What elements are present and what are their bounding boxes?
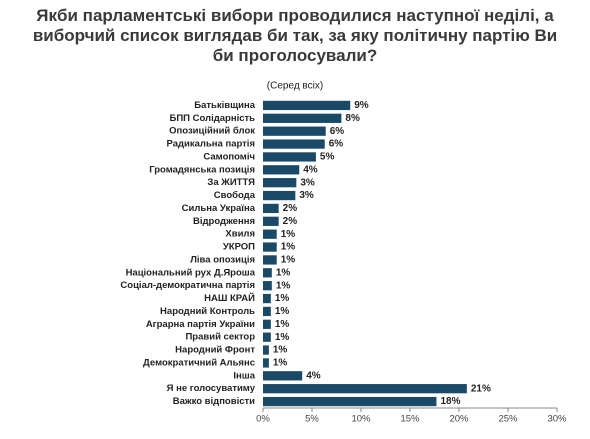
y-tick-label: Ліва опозиція bbox=[190, 254, 255, 265]
bar bbox=[263, 126, 326, 136]
value-label: 1% bbox=[281, 229, 296, 240]
y-tick-label: Важко відповісти bbox=[173, 396, 255, 407]
y-tick-label: Демократичний Альянс bbox=[143, 357, 255, 368]
bar bbox=[263, 242, 277, 252]
bar bbox=[263, 113, 342, 123]
y-tick-label: Я не голосуватиму bbox=[167, 383, 256, 394]
x-tick-label: 30% bbox=[547, 414, 567, 425]
bar bbox=[263, 152, 316, 162]
value-label: 5% bbox=[320, 152, 335, 163]
y-tick-label: Народний Контроль bbox=[160, 306, 255, 317]
value-label: 2% bbox=[283, 203, 298, 214]
bar bbox=[263, 165, 300, 175]
y-tick-label: Відродження bbox=[193, 216, 255, 227]
y-tick-label: БПП Солідарність bbox=[170, 113, 256, 124]
x-tick-label: 5% bbox=[305, 414, 319, 425]
value-label: 6% bbox=[330, 126, 345, 137]
y-tick-label: УКРОП bbox=[223, 242, 255, 253]
bar bbox=[263, 281, 272, 291]
bar bbox=[263, 358, 269, 368]
bar bbox=[263, 332, 271, 342]
y-tick-label: Сильна Україна bbox=[182, 203, 256, 214]
value-label: 4% bbox=[303, 164, 318, 175]
bar bbox=[263, 396, 437, 407]
bar bbox=[263, 319, 271, 329]
value-label: 8% bbox=[345, 113, 360, 124]
chart-title: Якби парламентські вибори проводилися на… bbox=[32, 6, 558, 65]
bar bbox=[263, 371, 303, 381]
value-label: 1% bbox=[273, 345, 288, 356]
value-label: 1% bbox=[275, 332, 290, 343]
value-label: 18% bbox=[440, 396, 460, 407]
value-label: 21% bbox=[471, 383, 491, 394]
value-label: 3% bbox=[300, 177, 315, 188]
x-tick-label: 20% bbox=[449, 414, 469, 425]
bar bbox=[263, 190, 296, 201]
y-tick-label: Національний рух Д.Яроша bbox=[126, 267, 256, 278]
x-tick-label: 25% bbox=[498, 414, 518, 425]
value-label: 1% bbox=[281, 255, 296, 266]
value-label: 1% bbox=[281, 242, 296, 253]
value-label: 1% bbox=[275, 319, 290, 330]
x-tick-label: 15% bbox=[400, 414, 420, 425]
bar bbox=[263, 229, 277, 239]
value-label: 1% bbox=[275, 306, 290, 317]
bar bbox=[263, 203, 279, 214]
y-tick-label: НАШ КРАЙ bbox=[204, 292, 255, 304]
value-label: 1% bbox=[276, 267, 291, 278]
y-tick-label: Самопоміч bbox=[203, 151, 255, 162]
y-tick-label: Народний Фронт bbox=[175, 345, 255, 356]
bar bbox=[263, 268, 272, 278]
value-label: 4% bbox=[306, 370, 321, 381]
value-label: 6% bbox=[329, 139, 344, 150]
bar bbox=[263, 306, 271, 317]
y-tick-label: Інша bbox=[233, 370, 255, 381]
value-label: 1% bbox=[273, 358, 288, 369]
value-label: 1% bbox=[275, 293, 290, 304]
y-tick-label: Правий сектор bbox=[185, 332, 255, 343]
x-tick-label: 10% bbox=[351, 414, 371, 425]
value-label: 2% bbox=[283, 216, 298, 227]
y-tick-label: Свобода bbox=[214, 190, 256, 201]
y-tick-label: Батьківщина bbox=[194, 100, 255, 111]
bar bbox=[263, 384, 467, 394]
bar bbox=[263, 139, 325, 149]
y-tick-label: Опозиційний блок bbox=[169, 126, 255, 137]
y-tick-label: За ЖИТТЯ bbox=[207, 177, 255, 188]
bar bbox=[263, 255, 277, 265]
y-tick-label: Громадянська позиція bbox=[149, 164, 255, 175]
value-label: 3% bbox=[299, 190, 314, 201]
bar bbox=[263, 100, 351, 111]
bar bbox=[263, 293, 271, 304]
y-tick-label: Хвиля bbox=[225, 229, 255, 240]
value-label: 9% bbox=[354, 100, 369, 111]
bar bbox=[263, 345, 269, 355]
value-label: 1% bbox=[276, 280, 291, 291]
y-tick-label: Радикальна партія bbox=[167, 139, 255, 150]
bar bbox=[263, 178, 297, 188]
chart-subtitle: (Серед всіх) bbox=[267, 81, 323, 92]
bar bbox=[263, 216, 279, 226]
y-tick-label: Соціал-демократична партія bbox=[120, 280, 255, 291]
y-tick-label: Аграрна партія України bbox=[146, 319, 255, 330]
x-tick-label: 0% bbox=[256, 414, 270, 425]
